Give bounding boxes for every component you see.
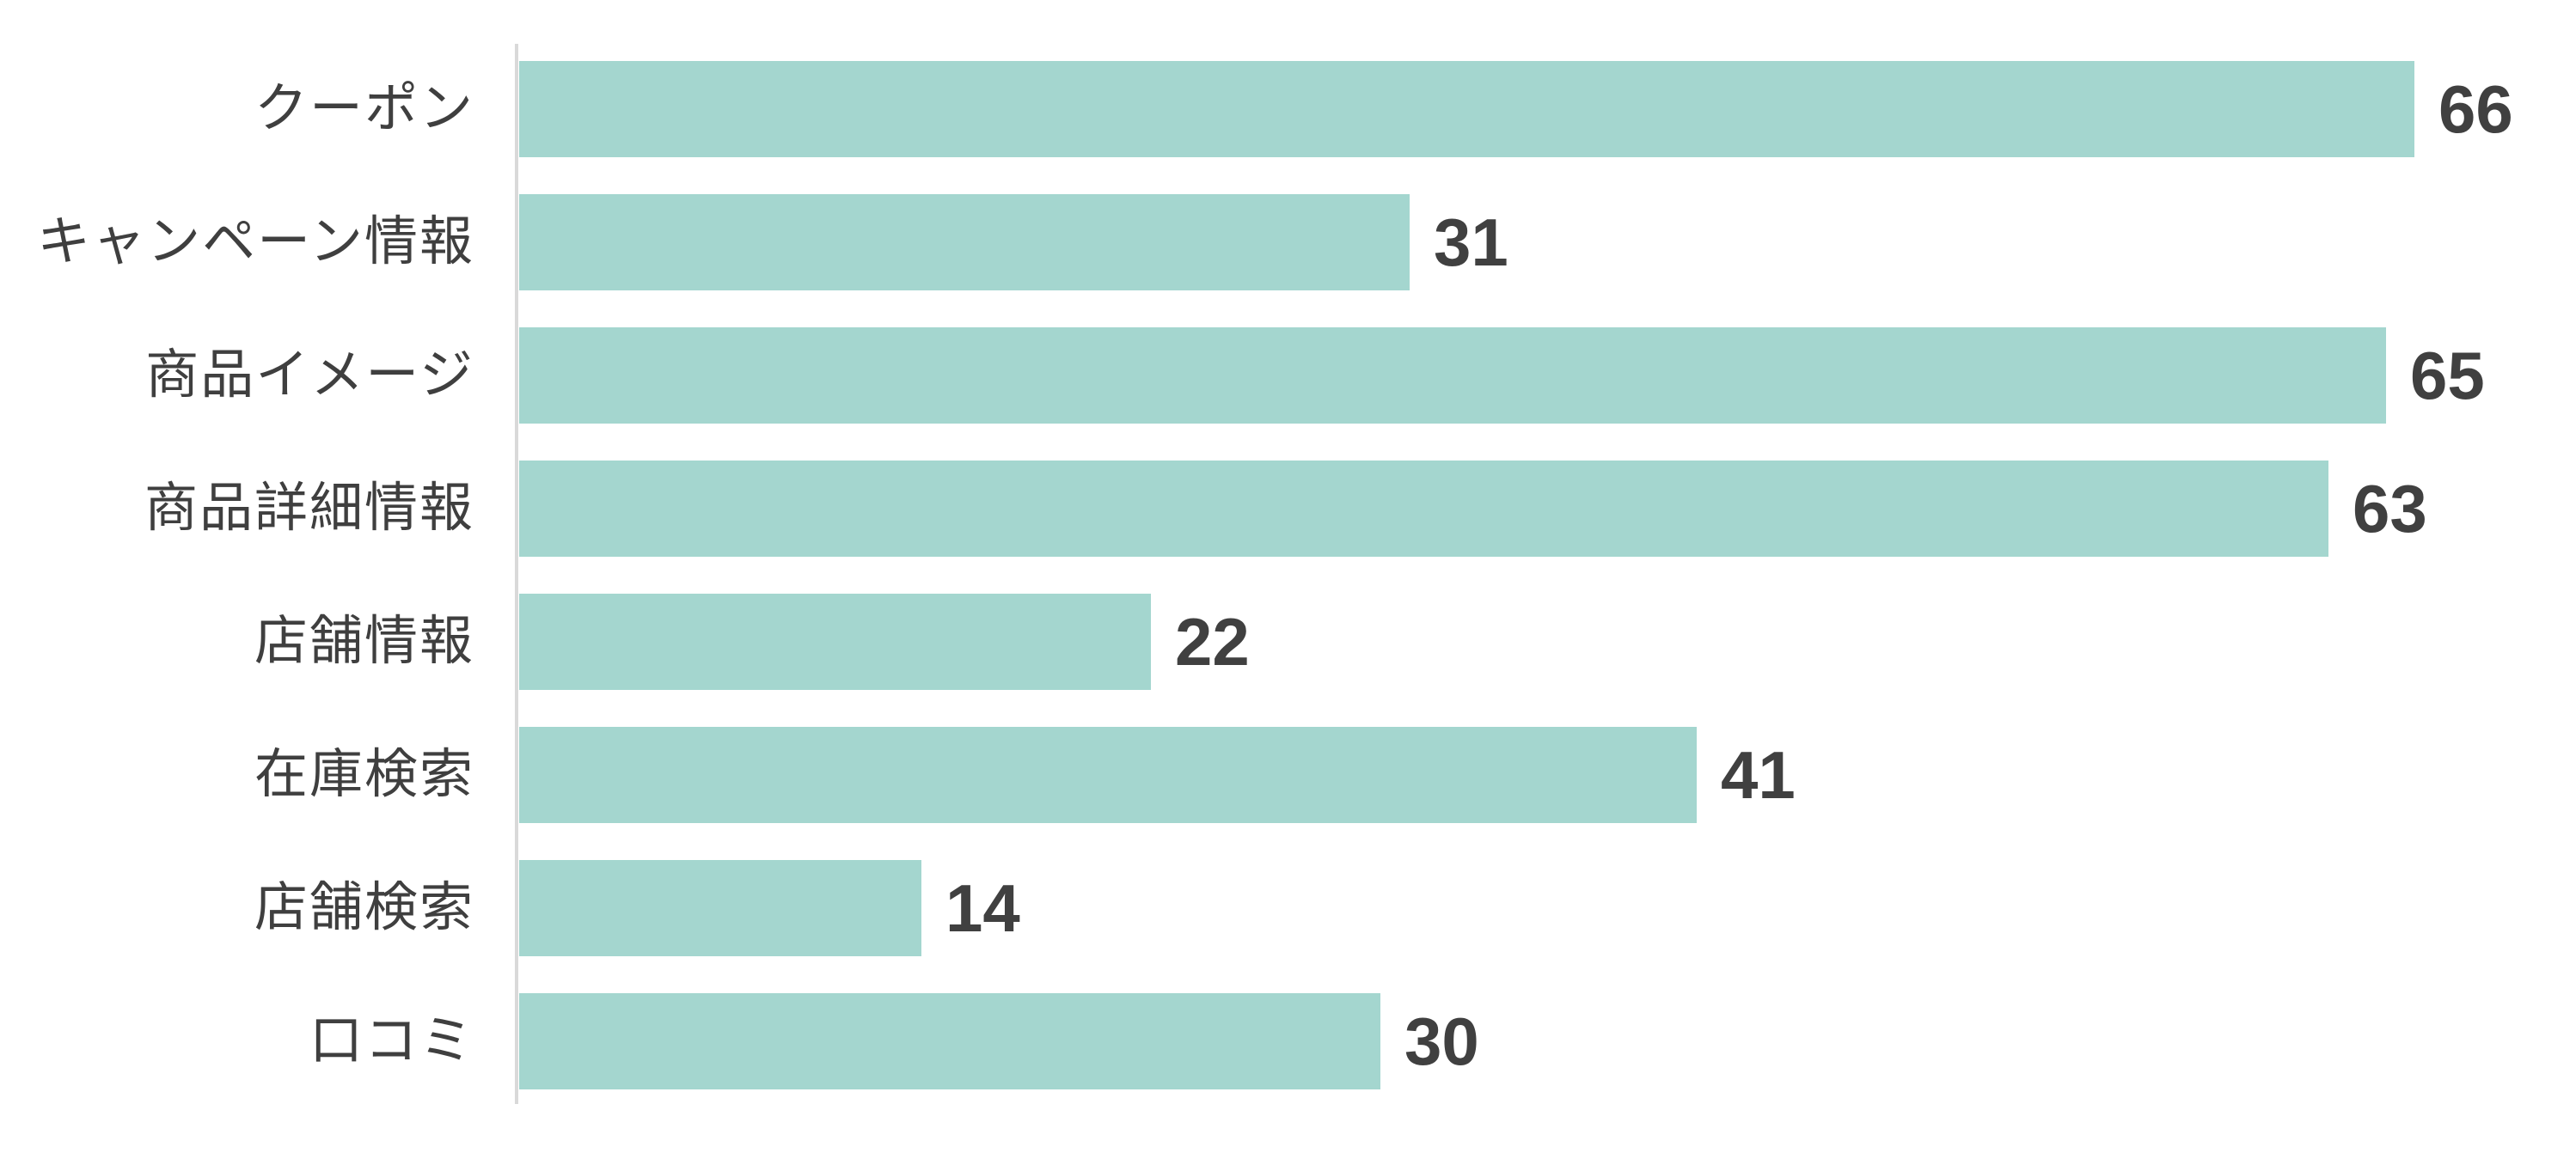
bar-row: キャンペーン情報 31 xyxy=(0,194,2576,290)
bar-row: 口コミ 30 xyxy=(0,993,2576,1089)
category-label: 店舗検索 xyxy=(254,878,474,937)
bar-row: クーポン 66 xyxy=(0,61,2576,157)
y-axis-line xyxy=(515,44,518,1104)
bar xyxy=(519,594,1151,690)
value-label: 41 xyxy=(1721,737,1796,813)
value-label: 63 xyxy=(2353,471,2427,546)
value-label: 65 xyxy=(2410,338,2485,413)
category-label: クーポン xyxy=(254,79,474,138)
category-label: 口コミ xyxy=(309,1011,474,1071)
bar xyxy=(519,993,1380,1089)
value-label: 14 xyxy=(945,870,1020,946)
bar xyxy=(519,461,2328,557)
category-label: 商品詳細情報 xyxy=(144,479,474,538)
bar-row: 商品イメージ 65 xyxy=(0,327,2576,424)
bar-row: 店舗検索 14 xyxy=(0,860,2576,956)
category-label: キャンペーン情報 xyxy=(37,212,474,271)
bar xyxy=(519,860,921,956)
value-label: 30 xyxy=(1404,1004,1479,1079)
category-label: 商品イメージ xyxy=(145,345,474,405)
category-label: 店舗情報 xyxy=(254,612,474,671)
bar xyxy=(519,727,1697,823)
value-label: 22 xyxy=(1175,604,1250,680)
bar xyxy=(519,194,1410,290)
bar-row: 店舗情報 22 xyxy=(0,594,2576,690)
bar-row: 在庫検索 41 xyxy=(0,727,2576,823)
value-label: 31 xyxy=(1434,204,1508,280)
bar xyxy=(519,327,2386,424)
bar xyxy=(519,61,2414,157)
category-label: 在庫検索 xyxy=(254,745,474,804)
bar-row: 商品詳細情報 63 xyxy=(0,461,2576,557)
value-label: 66 xyxy=(2438,71,2513,147)
